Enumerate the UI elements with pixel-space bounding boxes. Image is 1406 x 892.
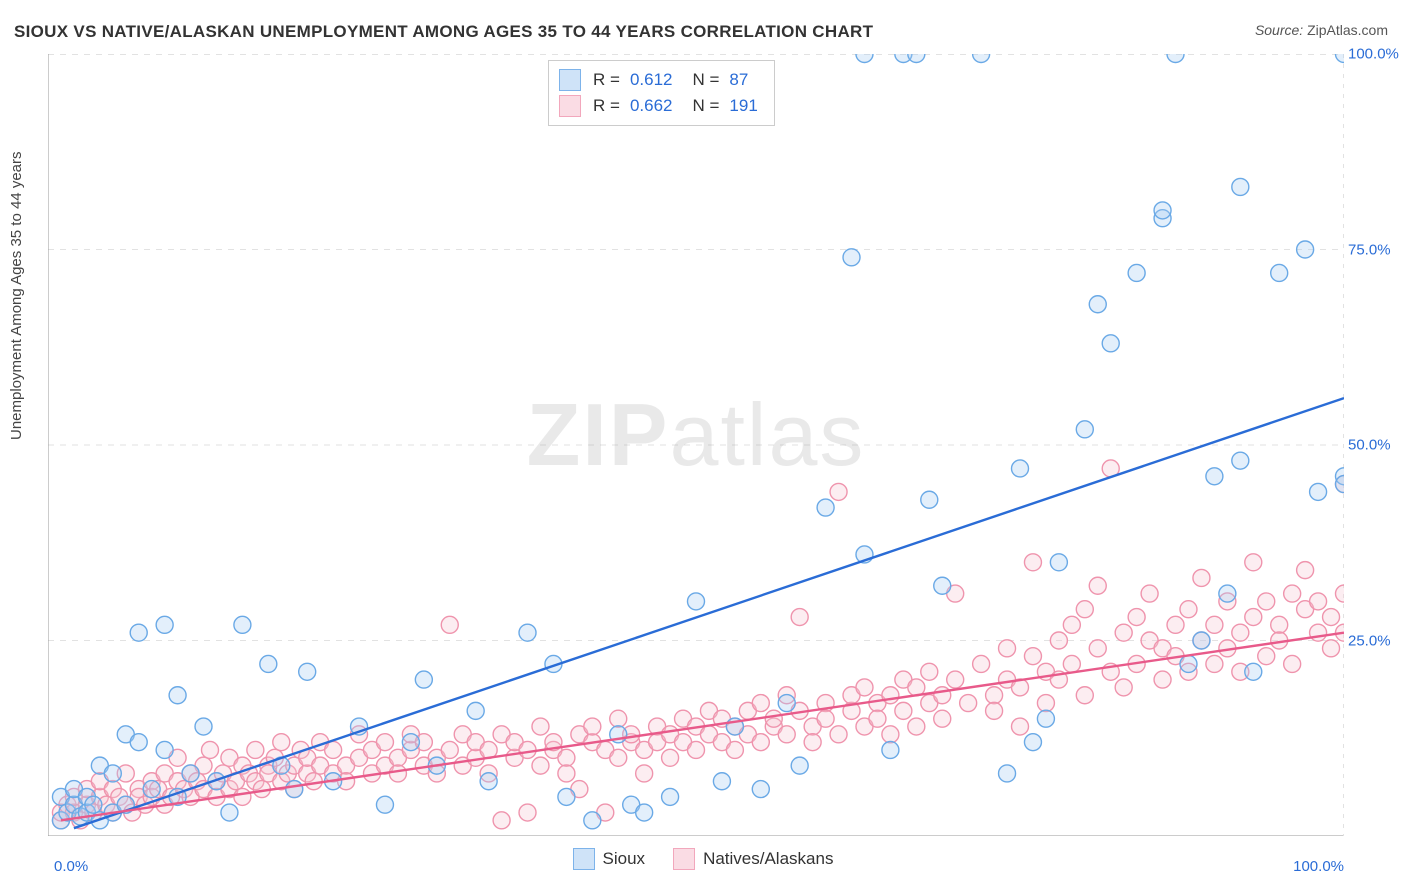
- legend-r-label: R =: [593, 67, 620, 93]
- correlation-legend-row: R = 0.662 N = 191: [559, 93, 762, 119]
- y-tick-label: 100.0%: [1348, 46, 1398, 63]
- legend-swatch: [559, 69, 581, 91]
- legend-swatch: [559, 95, 581, 117]
- x-axis-max-label: 100.0%: [1293, 858, 1344, 875]
- chart-title: SIOUX VS NATIVE/ALASKAN UNEMPLOYMENT AMO…: [14, 22, 873, 42]
- legend-n-value: 87: [729, 67, 748, 93]
- legend-n-label: N =: [692, 67, 719, 93]
- series-legend-item: Sioux: [573, 848, 646, 870]
- source-credit: Source: ZipAtlas.com: [1255, 22, 1388, 38]
- y-tick-label: 25.0%: [1348, 632, 1398, 649]
- x-axis-min-label: 0.0%: [54, 858, 88, 875]
- legend-n-label: N =: [692, 93, 719, 119]
- y-axis-label: Unemployment Among Ages 35 to 44 years: [8, 151, 25, 440]
- legend-n-value: 191: [729, 93, 757, 119]
- series-legend-label: Natives/Alaskans: [703, 849, 833, 869]
- plot-container: ZIPatlas 25.0%50.0%75.0%100.0%: [48, 54, 1344, 836]
- legend-r-value: 0.612: [630, 67, 673, 93]
- series-legend-item: Natives/Alaskans: [673, 848, 833, 870]
- legend-swatch: [673, 848, 695, 870]
- series-legend: Sioux Natives/Alaskans: [0, 848, 1406, 875]
- scatter-plot: [48, 54, 1344, 836]
- source-name: ZipAtlas.com: [1307, 22, 1388, 38]
- legend-swatch: [573, 848, 595, 870]
- series-legend-label: Sioux: [603, 849, 646, 869]
- source-label: Source:: [1255, 22, 1303, 38]
- y-tick-label: 75.0%: [1348, 241, 1398, 258]
- legend-r-label: R =: [593, 93, 620, 119]
- correlation-legend: R = 0.612 N = 87 R = 0.662 N = 191: [548, 60, 775, 126]
- correlation-legend-row: R = 0.612 N = 87: [559, 67, 762, 93]
- legend-r-value: 0.662: [630, 93, 673, 119]
- y-tick-label: 50.0%: [1348, 437, 1398, 454]
